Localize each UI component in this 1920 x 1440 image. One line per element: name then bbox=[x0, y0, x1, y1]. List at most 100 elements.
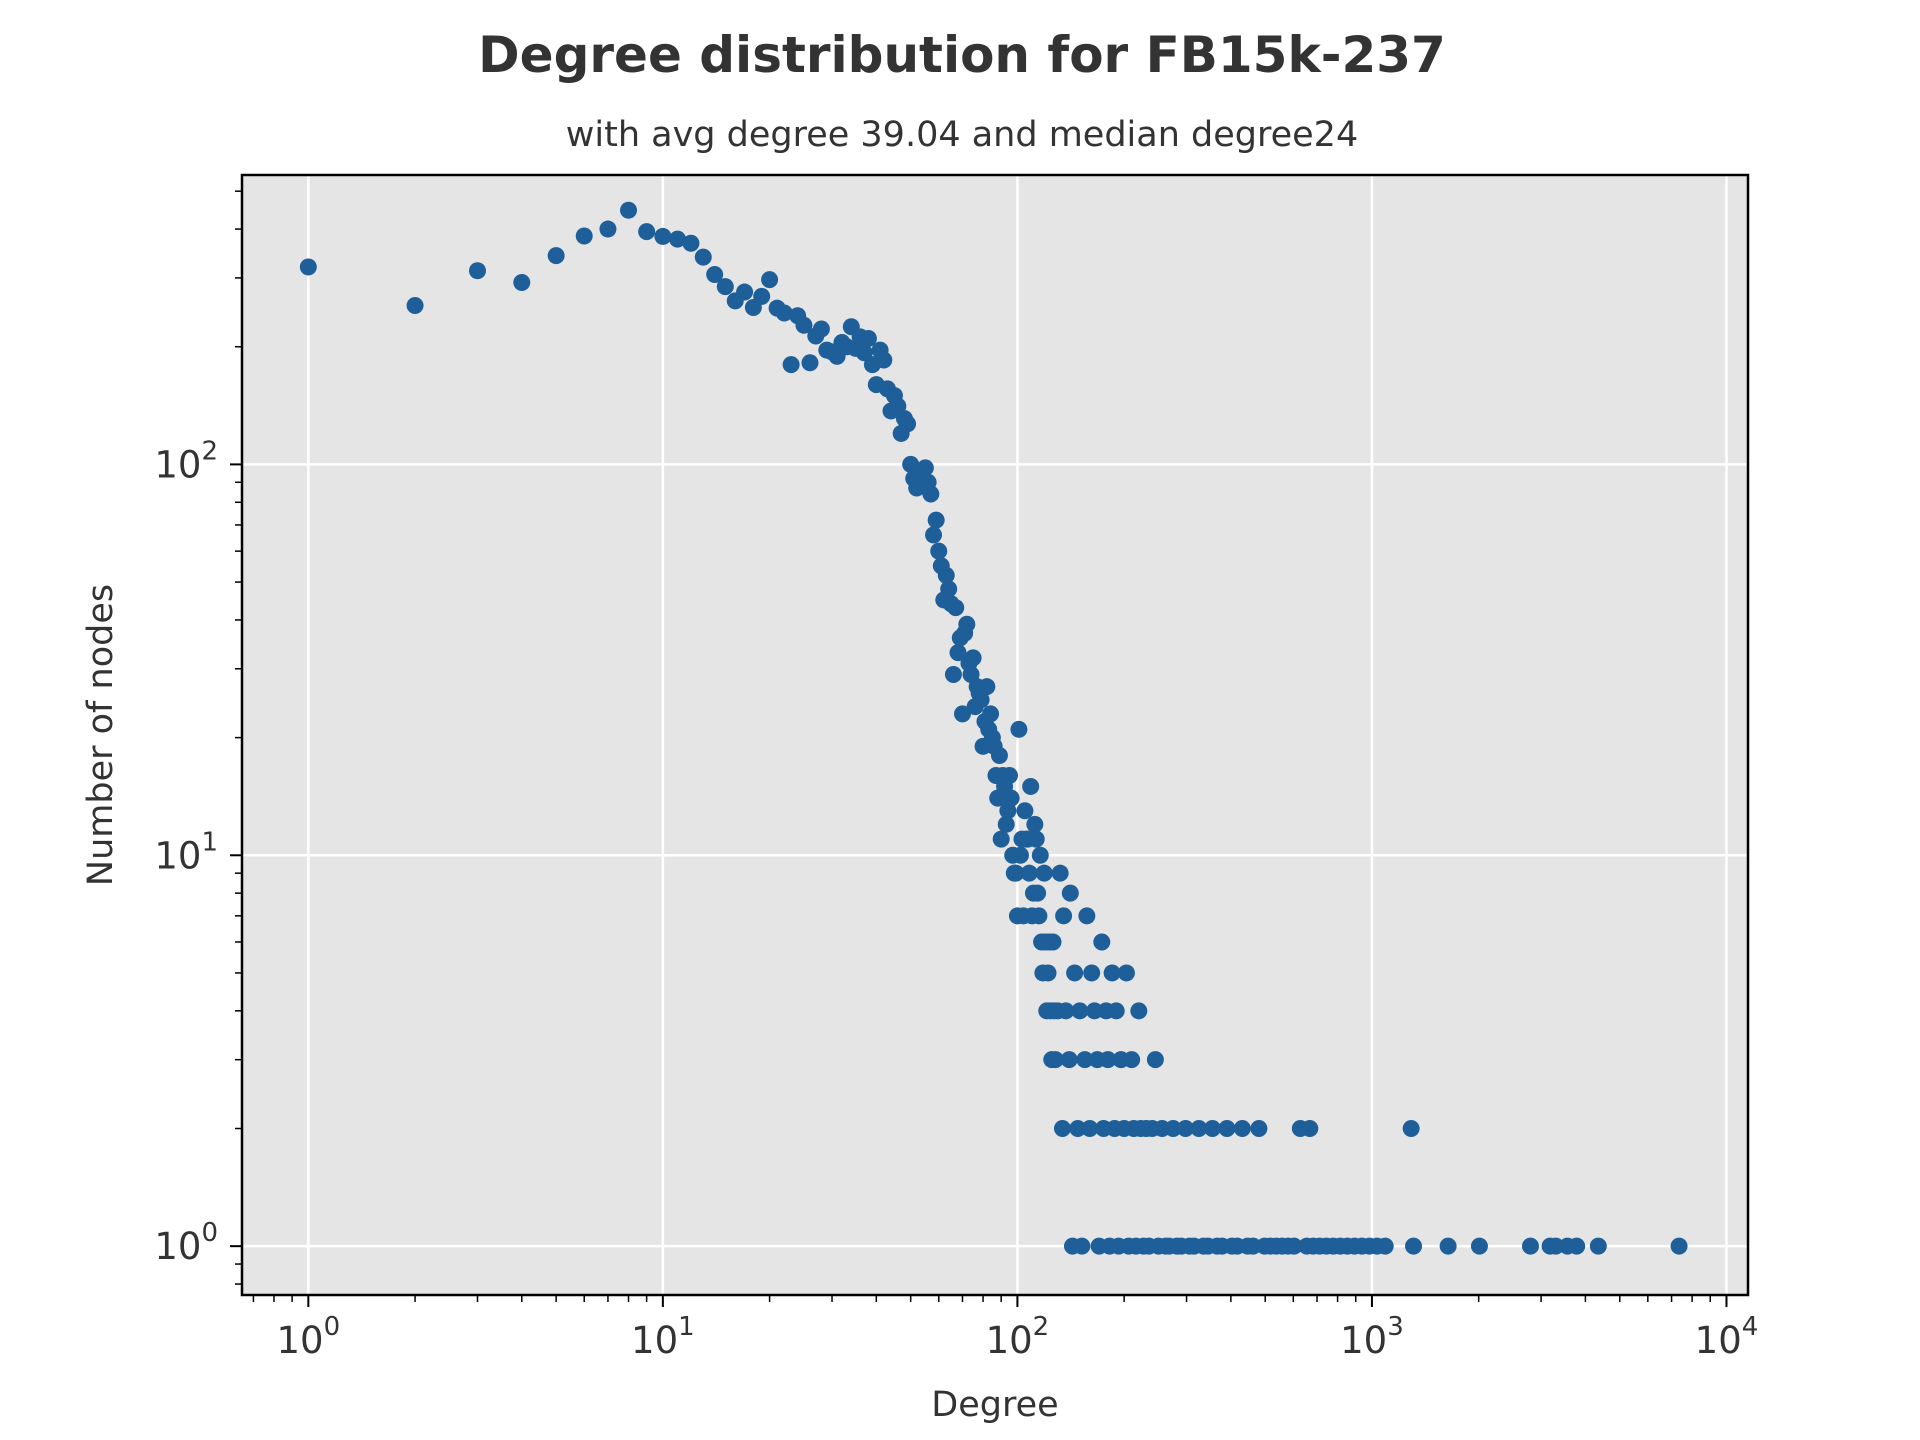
data-point bbox=[1007, 864, 1025, 882]
data-point bbox=[1057, 1002, 1075, 1020]
data-point bbox=[795, 316, 813, 334]
data-point bbox=[812, 320, 830, 338]
data-point bbox=[1027, 830, 1045, 848]
data-point bbox=[930, 542, 948, 560]
data-point bbox=[801, 354, 819, 372]
x-tick-label: 104 bbox=[1695, 1312, 1759, 1362]
data-point bbox=[1044, 933, 1062, 951]
data-point bbox=[899, 415, 917, 433]
data-point bbox=[1203, 1119, 1221, 1137]
data-point bbox=[1190, 1119, 1208, 1137]
data-point bbox=[620, 201, 638, 219]
data-point bbox=[972, 691, 990, 709]
data-point bbox=[1010, 720, 1028, 738]
data-point bbox=[1376, 1237, 1394, 1255]
data-point bbox=[1117, 964, 1135, 982]
data-point bbox=[978, 678, 996, 696]
data-point bbox=[669, 230, 687, 248]
data-point bbox=[1123, 1051, 1141, 1069]
data-point bbox=[964, 649, 982, 667]
data-point bbox=[299, 258, 317, 276]
data-point bbox=[1016, 802, 1034, 820]
data-point bbox=[1081, 1119, 1099, 1137]
data-point bbox=[468, 262, 486, 280]
data-point bbox=[761, 271, 779, 289]
data-point bbox=[682, 234, 700, 252]
data-point bbox=[1051, 864, 1069, 882]
plot-frame bbox=[240, 173, 1750, 1297]
data-point bbox=[940, 580, 958, 598]
data-point bbox=[1233, 1119, 1251, 1137]
data-point bbox=[1011, 846, 1029, 864]
data-point bbox=[982, 705, 1000, 723]
chart-subtitle: with avg degree 39.04 and median degree2… bbox=[566, 115, 1358, 155]
y-axis-label: Number of nodes bbox=[81, 584, 121, 886]
data-point bbox=[775, 304, 793, 322]
data-point bbox=[925, 526, 943, 544]
data-point bbox=[1589, 1237, 1607, 1255]
y-tick-label: 101 bbox=[154, 827, 218, 877]
data-point bbox=[997, 815, 1015, 833]
data-point bbox=[1439, 1237, 1457, 1255]
data-point bbox=[1521, 1237, 1539, 1255]
y-tick-label: 100 bbox=[154, 1218, 218, 1268]
data-point bbox=[855, 344, 873, 362]
data-point bbox=[716, 278, 734, 296]
data-point bbox=[1026, 815, 1044, 833]
data-point bbox=[1086, 1002, 1104, 1020]
data-point bbox=[1001, 766, 1019, 784]
data-point bbox=[1250, 1119, 1268, 1137]
data-point bbox=[927, 511, 945, 529]
x-axis-label: Degree bbox=[931, 1385, 1058, 1425]
data-point bbox=[958, 615, 976, 633]
data-point bbox=[547, 247, 565, 265]
data-point bbox=[1670, 1237, 1688, 1255]
data-point bbox=[875, 351, 893, 369]
data-point bbox=[1301, 1119, 1319, 1137]
data-point bbox=[1130, 1002, 1148, 1020]
data-points bbox=[299, 201, 1688, 1255]
data-point bbox=[736, 283, 754, 301]
data-point bbox=[1069, 1119, 1087, 1137]
data-point bbox=[1029, 884, 1047, 902]
data-point bbox=[575, 227, 593, 245]
data-point bbox=[937, 566, 955, 584]
data-point bbox=[1218, 1119, 1236, 1137]
data-point bbox=[990, 746, 1008, 764]
data-point bbox=[859, 329, 877, 347]
data-point bbox=[1083, 964, 1101, 982]
data-point bbox=[1020, 864, 1038, 882]
data-point bbox=[1164, 1119, 1182, 1137]
data-point bbox=[1078, 907, 1096, 925]
data-point bbox=[1177, 1119, 1195, 1137]
data-point bbox=[1285, 1237, 1303, 1255]
data-point bbox=[916, 459, 934, 477]
data-point bbox=[1071, 1002, 1089, 1020]
chart-title: Degree distribution for FB15k-237 bbox=[478, 26, 1446, 84]
data-point bbox=[1547, 1237, 1565, 1255]
data-point bbox=[953, 705, 971, 723]
x-tick-label: 101 bbox=[631, 1312, 695, 1362]
data-point bbox=[944, 666, 962, 684]
data-point bbox=[406, 296, 424, 314]
data-point bbox=[753, 287, 771, 305]
axis-ticks: 100 101 102 103 104 100 101 102 bbox=[154, 190, 1759, 1362]
data-point bbox=[1031, 846, 1049, 864]
data-point bbox=[1073, 1237, 1091, 1255]
data-point bbox=[638, 223, 656, 241]
data-point bbox=[513, 273, 531, 291]
data-point bbox=[922, 485, 940, 503]
data-point bbox=[1055, 907, 1073, 925]
data-point bbox=[1405, 1237, 1423, 1255]
data-point bbox=[1076, 1051, 1094, 1069]
data-point bbox=[1039, 964, 1057, 982]
data-point bbox=[1022, 777, 1040, 795]
data-point bbox=[1046, 1051, 1064, 1069]
data-point bbox=[1002, 789, 1020, 807]
data-point bbox=[947, 599, 965, 617]
data-point bbox=[1146, 1051, 1164, 1069]
data-point bbox=[1061, 884, 1079, 902]
data-point bbox=[599, 220, 617, 238]
data-point bbox=[1568, 1237, 1586, 1255]
data-point bbox=[1030, 907, 1048, 925]
